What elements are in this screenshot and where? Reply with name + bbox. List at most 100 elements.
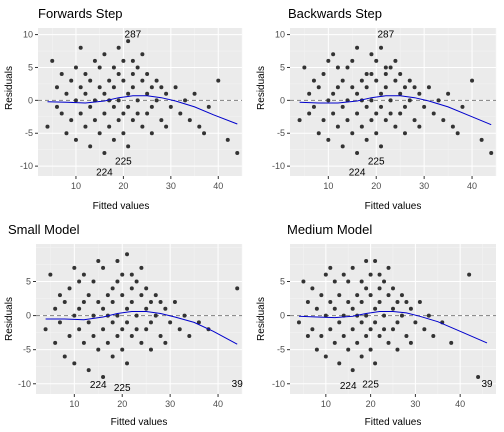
data-point	[164, 91, 169, 96]
data-point	[395, 320, 400, 325]
data-point	[88, 78, 93, 83]
data-point	[369, 52, 374, 57]
data-point	[417, 124, 422, 129]
data-point	[78, 111, 83, 116]
point-label: 225	[114, 383, 131, 394]
data-point	[163, 340, 168, 345]
data-point	[328, 265, 333, 270]
data-point	[476, 374, 481, 379]
data-point	[110, 286, 115, 291]
smooth-line	[299, 95, 492, 126]
data-point	[57, 293, 62, 298]
data-point	[111, 137, 116, 142]
data-point	[134, 327, 139, 332]
data-point	[148, 347, 153, 352]
data-point	[446, 91, 451, 96]
x-tick-label: 20	[366, 399, 376, 409]
data-point	[92, 118, 97, 123]
data-point	[489, 150, 494, 155]
data-point	[402, 131, 407, 136]
data-point	[326, 58, 331, 63]
data-point	[364, 72, 369, 77]
data-point	[398, 72, 403, 77]
data-point	[408, 306, 413, 311]
data-point	[323, 313, 328, 318]
plot-background	[290, 28, 496, 176]
data-point	[355, 91, 360, 96]
data-point	[126, 104, 131, 109]
y-axis-title: Residuals	[4, 66, 15, 110]
data-point	[449, 340, 454, 345]
x-axis-title: Fitted values	[111, 417, 168, 428]
y-axis-title: Residuals	[256, 66, 267, 110]
data-point	[386, 293, 391, 298]
data-point	[78, 85, 83, 90]
data-point	[355, 45, 360, 50]
data-point	[426, 313, 431, 318]
y-tick-label: 0	[280, 95, 285, 105]
data-point	[377, 272, 382, 277]
y-tick-label: 0	[26, 311, 31, 321]
y-tick-label: 5	[26, 277, 31, 287]
smooth-line	[298, 311, 488, 344]
data-point	[350, 265, 355, 270]
data-point	[67, 334, 72, 339]
data-point	[187, 118, 192, 123]
point-label: 225	[368, 157, 385, 168]
data-point	[386, 265, 391, 270]
data-point	[422, 104, 427, 109]
data-point	[377, 334, 382, 339]
y-tick-label: 10	[275, 30, 285, 40]
data-point	[359, 354, 364, 359]
data-point	[379, 91, 384, 96]
data-point	[307, 91, 312, 96]
data-point	[96, 299, 101, 304]
data-point	[364, 137, 369, 142]
data-point	[154, 78, 159, 83]
data-point	[96, 347, 101, 352]
data-point	[187, 334, 192, 339]
data-point	[296, 320, 301, 325]
data-point	[115, 259, 120, 264]
data-point	[364, 85, 369, 90]
data-point	[377, 299, 382, 304]
data-point	[139, 293, 144, 298]
data-point	[182, 313, 187, 318]
data-point	[383, 85, 388, 90]
x-tick-label: 10	[321, 399, 331, 409]
data-point	[402, 104, 407, 109]
x-axis-title: Fitted values	[93, 201, 150, 212]
data-point	[54, 104, 59, 109]
panel-title: Backwards Step	[288, 6, 382, 21]
data-point	[129, 299, 134, 304]
data-point	[153, 293, 158, 298]
data-point	[173, 85, 178, 90]
data-point	[164, 124, 169, 129]
data-point	[355, 340, 360, 345]
x-tick-label: 20	[117, 399, 127, 409]
point-label: 287	[125, 30, 142, 41]
data-point	[115, 334, 120, 339]
data-point	[59, 111, 64, 116]
data-point	[81, 299, 86, 304]
x-tick-label: 30	[165, 399, 175, 409]
data-point	[129, 334, 134, 339]
data-point	[364, 313, 369, 318]
data-point	[386, 340, 391, 345]
data-point	[301, 279, 306, 284]
data-point	[64, 91, 69, 96]
data-point	[69, 78, 74, 83]
data-point	[337, 361, 342, 366]
data-point	[328, 327, 333, 332]
x-tick-label: 30	[410, 399, 420, 409]
data-point	[297, 118, 302, 123]
y-tick-label: 5	[280, 62, 285, 72]
x-axis-title: Fitted values	[365, 201, 422, 212]
data-point	[83, 91, 88, 96]
data-point	[57, 320, 62, 325]
data-point	[310, 327, 315, 332]
data-point	[225, 137, 230, 142]
data-point	[379, 45, 384, 50]
